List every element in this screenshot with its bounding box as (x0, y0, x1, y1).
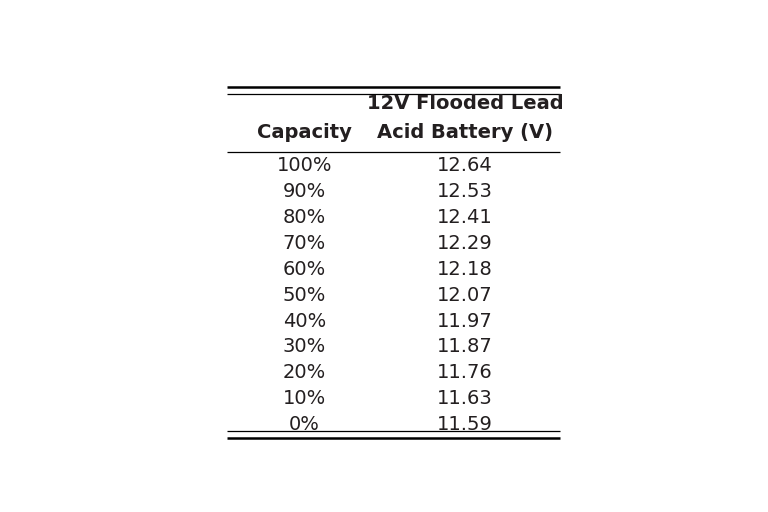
Text: 12.29: 12.29 (437, 233, 493, 252)
Text: 0%: 0% (289, 415, 319, 435)
Text: Acid Battery (V): Acid Battery (V) (377, 123, 553, 142)
Text: 11.76: 11.76 (437, 364, 493, 382)
Text: 12.07: 12.07 (437, 286, 493, 305)
Text: 90%: 90% (283, 182, 326, 201)
Text: 12V Flooded Lead: 12V Flooded Lead (366, 94, 564, 113)
Text: 70%: 70% (283, 233, 326, 252)
Text: 11.59: 11.59 (437, 415, 493, 435)
Text: Capacity: Capacity (257, 123, 352, 142)
Text: 100%: 100% (276, 156, 332, 175)
Text: 12.18: 12.18 (437, 260, 493, 279)
Text: 20%: 20% (283, 364, 326, 382)
Text: 12.53: 12.53 (437, 182, 493, 201)
Text: 30%: 30% (283, 337, 326, 356)
Text: 11.97: 11.97 (437, 311, 493, 331)
Text: 12.64: 12.64 (437, 156, 493, 175)
Text: 50%: 50% (283, 286, 326, 305)
Text: 80%: 80% (283, 207, 326, 227)
Text: 11.63: 11.63 (437, 390, 493, 409)
Text: 10%: 10% (283, 390, 326, 409)
Text: 40%: 40% (283, 311, 326, 331)
Text: 11.87: 11.87 (437, 337, 493, 356)
Text: 12.41: 12.41 (437, 207, 493, 227)
Text: 60%: 60% (283, 260, 326, 279)
